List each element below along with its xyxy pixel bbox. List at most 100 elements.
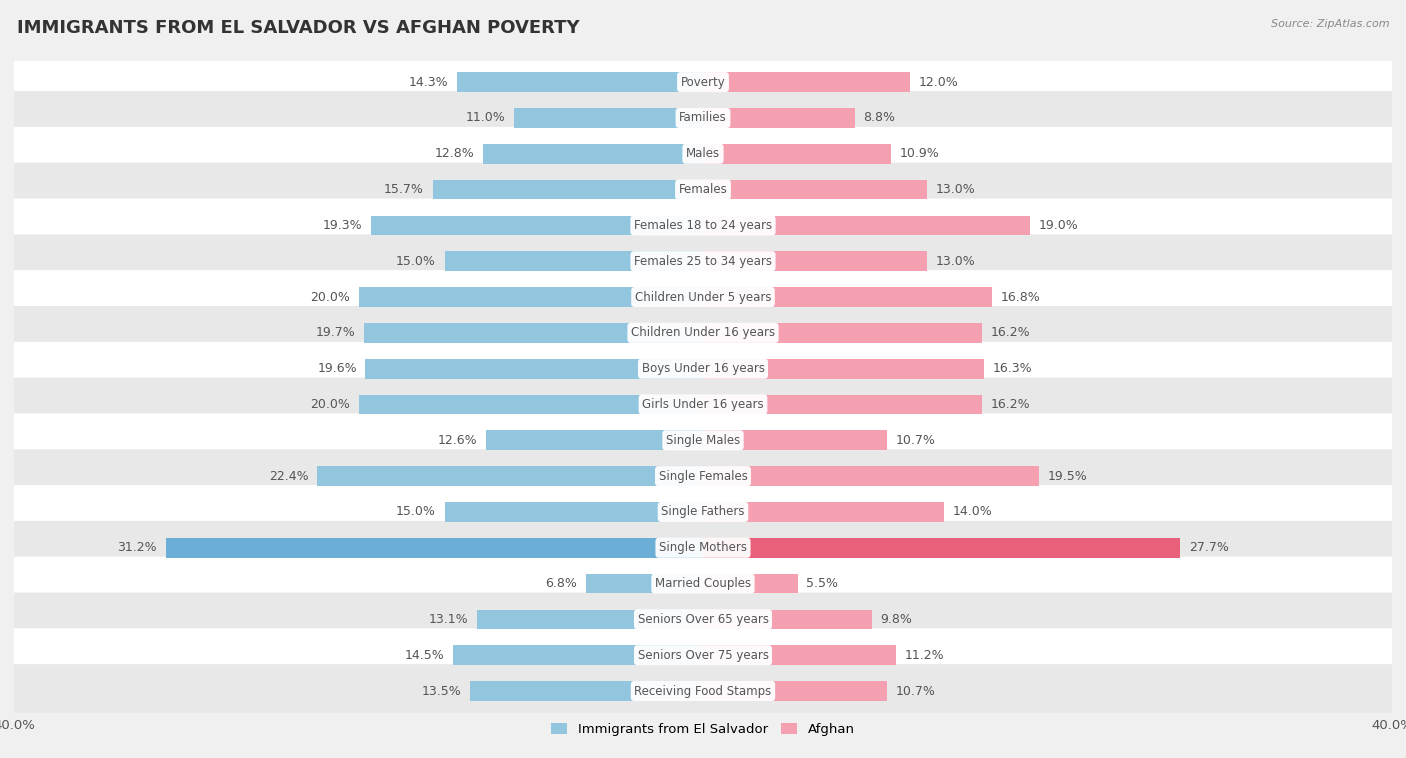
Text: 16.2%: 16.2% — [991, 327, 1031, 340]
Text: 5.5%: 5.5% — [807, 577, 838, 590]
Text: Single Females: Single Females — [658, 470, 748, 483]
FancyBboxPatch shape — [8, 449, 1398, 503]
Text: Receiving Food Stamps: Receiving Food Stamps — [634, 684, 772, 697]
Bar — [482, 144, 703, 164]
FancyBboxPatch shape — [8, 664, 1398, 718]
Bar — [444, 252, 703, 271]
Text: 14.0%: 14.0% — [953, 506, 993, 518]
Text: Females: Females — [679, 183, 727, 196]
Bar — [703, 108, 855, 128]
Text: Seniors Over 65 years: Seniors Over 65 years — [637, 613, 769, 626]
FancyBboxPatch shape — [8, 163, 1398, 217]
Bar — [703, 323, 981, 343]
Text: 19.7%: 19.7% — [315, 327, 356, 340]
Bar — [703, 681, 887, 701]
FancyBboxPatch shape — [8, 199, 1398, 252]
Bar — [457, 72, 703, 92]
FancyBboxPatch shape — [8, 628, 1398, 682]
Text: 13.5%: 13.5% — [422, 684, 461, 697]
Bar — [703, 538, 1180, 558]
Text: Married Couples: Married Couples — [655, 577, 751, 590]
Text: 12.0%: 12.0% — [918, 76, 957, 89]
Text: Girls Under 16 years: Girls Under 16 years — [643, 398, 763, 411]
FancyBboxPatch shape — [8, 485, 1398, 539]
Text: 8.8%: 8.8% — [863, 111, 896, 124]
Bar — [703, 395, 981, 415]
Bar — [359, 287, 703, 307]
Text: 20.0%: 20.0% — [311, 398, 350, 411]
Text: 11.0%: 11.0% — [465, 111, 505, 124]
Text: Single Fathers: Single Fathers — [661, 506, 745, 518]
Legend: Immigrants from El Salvador, Afghan: Immigrants from El Salvador, Afghan — [546, 718, 860, 742]
FancyBboxPatch shape — [8, 234, 1398, 288]
Text: 12.8%: 12.8% — [434, 147, 474, 160]
Text: 19.6%: 19.6% — [318, 362, 357, 375]
Bar — [703, 144, 891, 164]
Bar — [433, 180, 703, 199]
Text: 12.6%: 12.6% — [437, 434, 478, 446]
Bar — [471, 681, 703, 701]
FancyBboxPatch shape — [8, 55, 1398, 109]
FancyBboxPatch shape — [8, 377, 1398, 431]
Text: 15.7%: 15.7% — [384, 183, 425, 196]
Bar — [703, 72, 910, 92]
Text: 10.7%: 10.7% — [896, 684, 936, 697]
Text: 19.3%: 19.3% — [322, 219, 361, 232]
Text: 9.8%: 9.8% — [880, 613, 912, 626]
Bar — [478, 609, 703, 629]
Text: 13.1%: 13.1% — [429, 613, 468, 626]
Text: 13.0%: 13.0% — [935, 183, 976, 196]
Text: 19.5%: 19.5% — [1047, 470, 1087, 483]
Bar — [586, 574, 703, 594]
Text: Single Males: Single Males — [666, 434, 740, 446]
Bar — [444, 502, 703, 522]
Text: 6.8%: 6.8% — [546, 577, 578, 590]
Bar — [513, 108, 703, 128]
Bar — [366, 359, 703, 378]
Text: Boys Under 16 years: Boys Under 16 years — [641, 362, 765, 375]
Bar — [371, 215, 703, 235]
Text: Families: Families — [679, 111, 727, 124]
Text: 14.5%: 14.5% — [405, 649, 444, 662]
Text: Source: ZipAtlas.com: Source: ZipAtlas.com — [1271, 19, 1389, 29]
Text: Children Under 16 years: Children Under 16 years — [631, 327, 775, 340]
FancyBboxPatch shape — [8, 91, 1398, 145]
FancyBboxPatch shape — [8, 306, 1398, 360]
Bar — [318, 466, 703, 486]
Text: 20.0%: 20.0% — [311, 290, 350, 303]
Text: 16.8%: 16.8% — [1001, 290, 1040, 303]
FancyBboxPatch shape — [8, 556, 1398, 610]
Bar — [453, 645, 703, 665]
Text: 31.2%: 31.2% — [117, 541, 157, 554]
Bar — [703, 645, 896, 665]
Text: 16.2%: 16.2% — [991, 398, 1031, 411]
FancyBboxPatch shape — [8, 342, 1398, 396]
Text: 19.0%: 19.0% — [1039, 219, 1078, 232]
Bar — [703, 215, 1031, 235]
Bar — [703, 252, 927, 271]
Bar — [703, 180, 927, 199]
Text: Single Mothers: Single Mothers — [659, 541, 747, 554]
FancyBboxPatch shape — [8, 521, 1398, 575]
Text: 13.0%: 13.0% — [935, 255, 976, 268]
Bar — [359, 395, 703, 415]
Text: Females 25 to 34 years: Females 25 to 34 years — [634, 255, 772, 268]
FancyBboxPatch shape — [8, 127, 1398, 180]
Text: 10.7%: 10.7% — [896, 434, 936, 446]
Bar — [486, 431, 703, 450]
Bar — [703, 609, 872, 629]
Bar — [703, 287, 993, 307]
Bar — [703, 502, 945, 522]
Text: 10.9%: 10.9% — [900, 147, 939, 160]
Text: Males: Males — [686, 147, 720, 160]
FancyBboxPatch shape — [8, 593, 1398, 647]
Bar — [703, 431, 887, 450]
FancyBboxPatch shape — [8, 413, 1398, 467]
Bar — [166, 538, 703, 558]
Text: 15.0%: 15.0% — [396, 506, 436, 518]
Text: Females 18 to 24 years: Females 18 to 24 years — [634, 219, 772, 232]
Bar — [364, 323, 703, 343]
Text: 11.2%: 11.2% — [904, 649, 945, 662]
FancyBboxPatch shape — [8, 270, 1398, 324]
Text: 15.0%: 15.0% — [396, 255, 436, 268]
